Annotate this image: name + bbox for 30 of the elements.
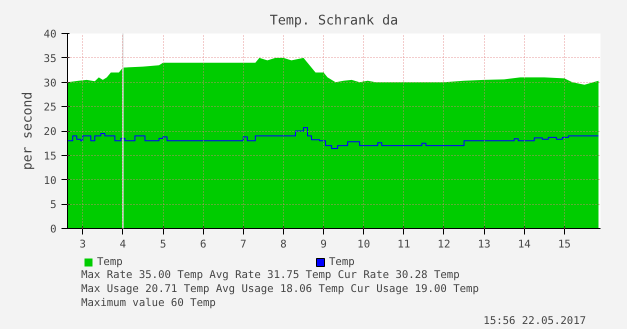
x-tick-label: 9 xyxy=(320,238,327,250)
y-tick-label: 25 xyxy=(44,100,57,114)
legend-label: Temp xyxy=(97,255,123,268)
y-tick-label: 30 xyxy=(44,76,57,90)
x-tick-label: 12 xyxy=(438,238,450,250)
y-tick-label: 5 xyxy=(50,198,57,212)
x-tick-label: 3 xyxy=(80,238,86,250)
legend-label: Temp xyxy=(329,255,355,268)
x-tick-label: 10 xyxy=(357,238,370,250)
x-tick-label: 6 xyxy=(200,238,206,250)
text: Maximum value 60 Temp xyxy=(81,296,216,309)
chart-title: Temp. Schrank da xyxy=(270,14,398,28)
y-tick-label: 35 xyxy=(44,52,57,65)
text: Max Rate 35.00 Temp Avg Rate 31.75 Temp Cur Rate 30.28 Temp xyxy=(81,268,460,281)
y-tick-label: 40 xyxy=(44,28,57,40)
y-tick-label: 0 xyxy=(50,222,57,236)
text: 15:56 22.05.2017 xyxy=(483,314,586,327)
x-tick-label: 5 xyxy=(160,238,166,250)
y-axis-title: per second xyxy=(20,92,36,170)
text: Max Usage 20.71 Temp Avg Usage 18.06 Temp Cur Usage 19.00 Temp xyxy=(81,282,479,295)
x-tick-label: 11 xyxy=(397,238,410,250)
x-tick-label: 15 xyxy=(558,238,571,250)
y-tick-label: 15 xyxy=(44,149,57,162)
x-tick-label: 4 xyxy=(120,238,126,250)
y-tick-label: 10 xyxy=(44,174,57,187)
x-tick-label: 7 xyxy=(240,238,247,250)
y-tick-label: 20 xyxy=(44,125,57,138)
x-tick-label: 14 xyxy=(518,238,531,250)
x-tick-label: 13 xyxy=(478,238,491,250)
x-tick-label: 8 xyxy=(280,238,287,250)
